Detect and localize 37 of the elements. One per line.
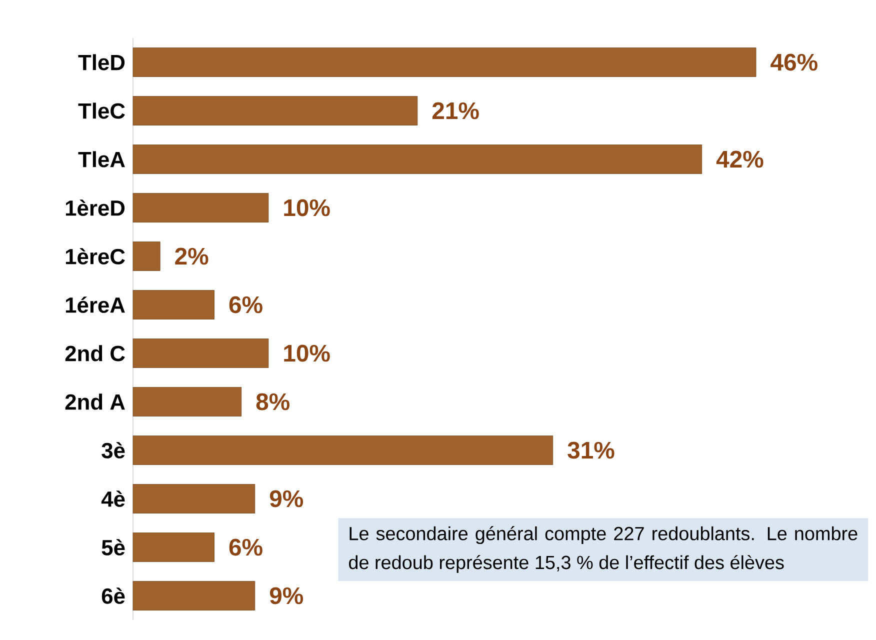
bar [132,581,256,610]
data-label: 21% [432,102,479,120]
y-tick-label: 1èreD [66,200,125,216]
bar [132,532,214,562]
data-label: 6% [229,538,262,556]
bar [132,387,242,416]
y-tick-label: 2nd C [65,345,125,362]
data-label: 2% [175,248,208,265]
data-label: 10% [284,199,330,216]
data-label: 10% [284,344,330,362]
data-label: 46% [770,54,818,71]
y-tick-label: 4è [101,490,125,507]
bar [132,436,554,465]
data-label: 8% [256,393,290,410]
y-tick-label: 5è [102,539,125,556]
data-label: 9% [270,490,304,508]
bar [132,338,269,368]
y-tick-label: TleD [78,54,125,70]
data-label: 9% [270,587,304,604]
annotation: Le secondaire général compte 227 redoublants. Le nombre de redoub représente 15,3 % de l’effectif des élèves [349,526,858,573]
data-label: 6% [229,296,262,314]
bar [132,96,418,126]
bar [132,242,160,271]
bar [132,48,756,77]
bar [132,484,256,514]
y-tick-label: TleC [78,102,125,119]
bar [132,290,214,320]
data-label: 31% [568,442,614,459]
y-tick-label: 3è [102,442,125,458]
y-tick-label: 1éreA [66,296,125,313]
y-tick-label: 6è [102,588,125,604]
y-tick-label: 1èreC [66,248,125,264]
data-label: 42% [716,150,764,168]
bar [132,144,702,174]
bar [132,193,269,222]
y-tick-label: TleA [78,151,125,168]
y-tick-label: 2nd A [65,394,125,410]
